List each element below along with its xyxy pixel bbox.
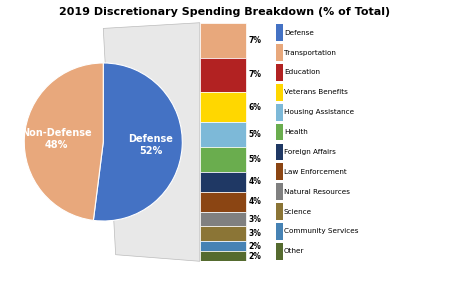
Bar: [200, 147, 246, 172]
Bar: [276, 44, 282, 61]
Bar: [276, 203, 282, 220]
Text: Other: Other: [284, 248, 304, 254]
Bar: [200, 241, 246, 251]
Text: 7%: 7%: [249, 36, 261, 45]
Bar: [200, 172, 246, 192]
Text: 2%: 2%: [249, 242, 261, 251]
Bar: [200, 251, 246, 261]
Text: Veterans Benefits: Veterans Benefits: [284, 89, 348, 95]
Bar: [200, 122, 246, 147]
Text: 5%: 5%: [249, 155, 261, 164]
Text: 3%: 3%: [249, 214, 261, 224]
Text: 4%: 4%: [249, 197, 261, 206]
Text: 6%: 6%: [249, 103, 261, 112]
Bar: [276, 84, 282, 101]
Text: 7%: 7%: [249, 70, 261, 80]
Bar: [200, 23, 246, 57]
Wedge shape: [93, 63, 182, 221]
Text: Defense
52%: Defense 52%: [128, 134, 173, 156]
Bar: [276, 164, 282, 180]
Bar: [200, 192, 246, 212]
Text: Education: Education: [284, 69, 320, 76]
Bar: [200, 58, 246, 92]
Text: Non-Defense
48%: Non-Defense 48%: [21, 128, 91, 150]
Text: Health: Health: [284, 129, 308, 135]
Bar: [276, 243, 282, 260]
Bar: [200, 92, 246, 122]
Text: Housing Assistance: Housing Assistance: [284, 109, 354, 115]
Bar: [276, 24, 282, 41]
Bar: [276, 223, 282, 240]
Text: 3%: 3%: [249, 229, 261, 239]
Bar: [276, 144, 282, 160]
Text: 2%: 2%: [249, 252, 261, 261]
Text: Foreign Affairs: Foreign Affairs: [284, 149, 336, 155]
Text: Law Enforcement: Law Enforcement: [284, 169, 347, 175]
Wedge shape: [24, 63, 103, 220]
Text: Community Services: Community Services: [284, 228, 358, 235]
Text: 5%: 5%: [249, 130, 261, 139]
Bar: [200, 212, 246, 227]
Bar: [276, 183, 282, 200]
Text: Defense: Defense: [284, 30, 314, 36]
Text: Natural Resources: Natural Resources: [284, 189, 350, 195]
Bar: [276, 64, 282, 81]
Text: 4%: 4%: [249, 177, 261, 186]
Text: Science: Science: [284, 208, 312, 215]
Bar: [200, 227, 246, 241]
Text: Total Discretionary: $1,305 Billion: Total Discretionary: $1,305 Billion: [13, 265, 185, 273]
Bar: [276, 124, 282, 140]
Bar: [276, 104, 282, 120]
Text: 2019 Discretionary Spending Breakdown (% of Total): 2019 Discretionary Spending Breakdown (%…: [59, 7, 390, 17]
Text: Transportation: Transportation: [284, 49, 336, 56]
